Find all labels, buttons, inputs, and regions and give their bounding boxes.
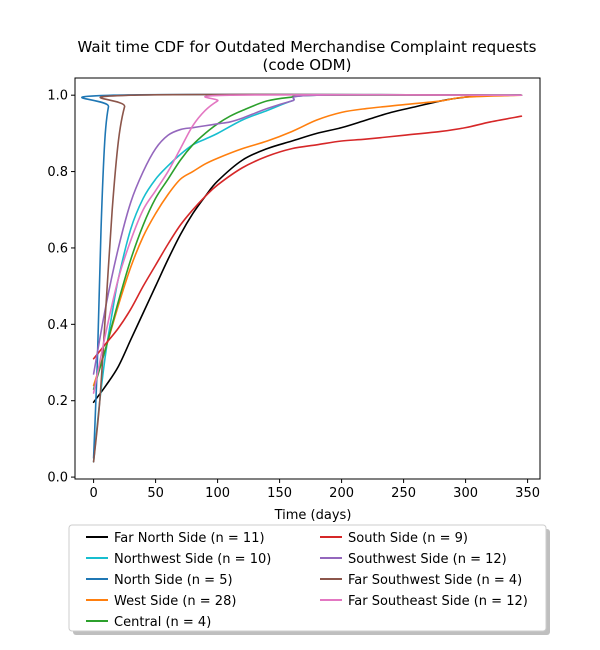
legend-entry-label: Northwest Side (n = 10) <box>114 552 271 567</box>
chart-title-line-1: Wait time CDF for Outdated Merchandise C… <box>78 38 537 56</box>
series-line-8 <box>92 93 523 463</box>
legend-entry-label: Far Southwest Side (n = 4) <box>348 573 522 588</box>
y-tick-label: 1.0 <box>47 89 68 104</box>
legend: Far North Side (n = 11) Northwest Side (n… <box>68 524 550 635</box>
y-tick-label: 0.8 <box>47 165 68 180</box>
y-tick-label: 0.4 <box>47 318 68 333</box>
y-tick-label: 0.6 <box>47 241 68 256</box>
series-line-6 <box>92 115 523 360</box>
y-tick-label: 0.0 <box>47 471 68 486</box>
series-line-4 <box>92 94 523 387</box>
x-tick-label: 0 <box>89 486 97 501</box>
x-tick-label: 150 <box>267 486 292 501</box>
x-tick-label: 50 <box>147 486 164 501</box>
x-tick-label: 200 <box>329 486 354 501</box>
plot-area: 0 50 100 150 200 250 300 350 0.0 0.2 0.4 0.6 0.8 1.0 <box>47 77 541 501</box>
legend-entry-label: Central (n = 4) <box>114 615 211 630</box>
series-line-1 <box>92 94 523 404</box>
plot-frame <box>74 77 541 480</box>
legend-entry-label: South Side (n = 9) <box>348 531 468 546</box>
legend-entry-label: Far North Side (n = 11) <box>114 531 265 546</box>
series-line-9 <box>92 93 523 394</box>
series-line-2 <box>92 93 523 463</box>
legend-entry-label: Far Southeast Side (n = 12) <box>348 594 528 609</box>
x-tick-label: 250 <box>391 486 416 501</box>
legend-entry-label: North Side (n = 5) <box>114 573 233 588</box>
x-tick-label: 100 <box>205 486 230 501</box>
series-line-7 <box>92 93 523 375</box>
chart-title-line-2: (code ODM) <box>263 56 352 74</box>
x-tick-label: 350 <box>515 486 540 501</box>
legend-entry-label: Southwest Side (n = 12) <box>348 552 507 567</box>
series-line-5 <box>92 94 523 391</box>
x-axis-label: Time (days) <box>274 508 352 523</box>
x-tick-label: 300 <box>453 486 478 501</box>
legend-box <box>68 524 547 632</box>
series-line-3 <box>81 93 523 459</box>
y-tick-label: 0.2 <box>47 394 68 409</box>
legend-entry-label: West Side (n = 28) <box>114 594 236 609</box>
